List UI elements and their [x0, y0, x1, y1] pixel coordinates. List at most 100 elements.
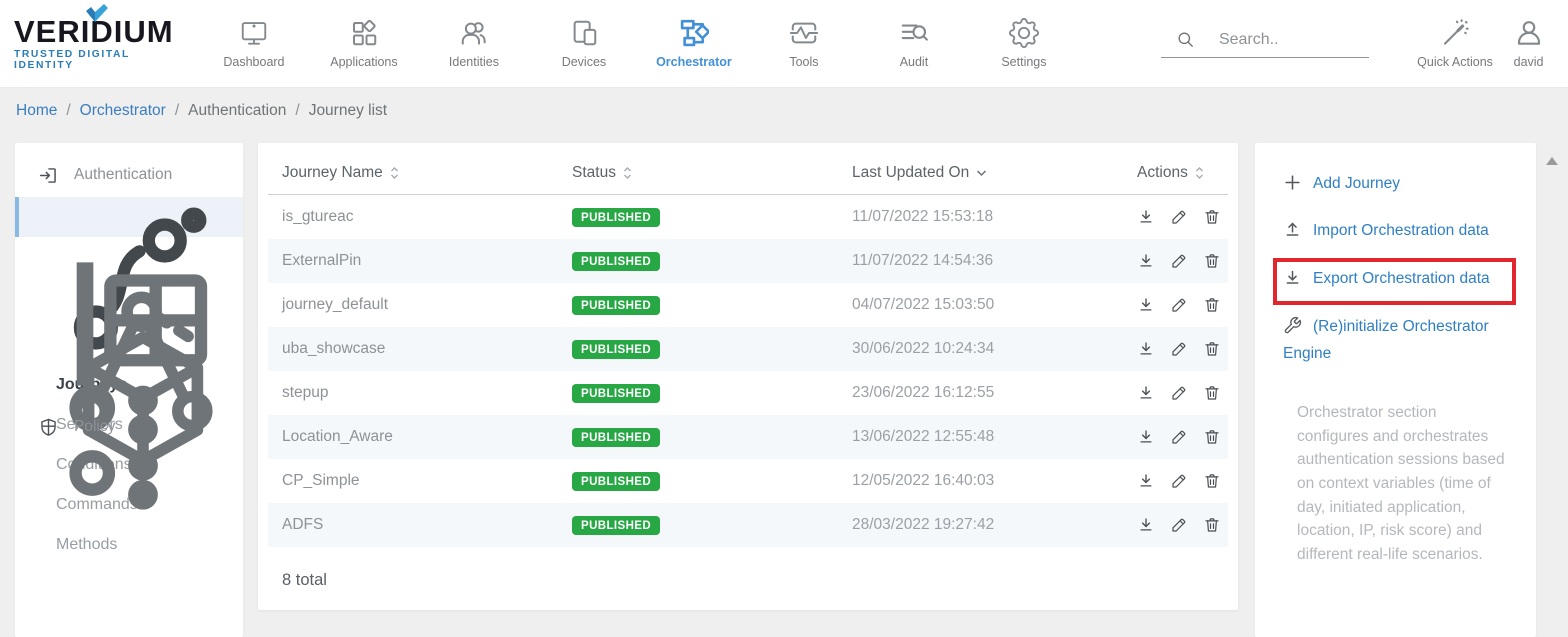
- journey-table-body: is_gtureac PUBLISHED 11/07/2022 15:53:18: [268, 195, 1228, 547]
- row-actions: [1137, 340, 1228, 358]
- edit-icon[interactable]: [1170, 252, 1188, 270]
- delete-icon[interactable]: [1203, 252, 1221, 270]
- orchestrator-description: Orchestrator section configures and orch…: [1297, 404, 1505, 563]
- nav-devices[interactable]: Devices: [529, 18, 639, 69]
- user-icon: [1517, 21, 1540, 45]
- download-icon[interactable]: [1137, 296, 1155, 314]
- scrollbar-up-arrow-icon[interactable]: [1546, 157, 1558, 165]
- search-icon: [1178, 31, 1193, 47]
- breadcrumb-separator: /: [174, 101, 180, 119]
- column-header-actions[interactable]: Actions: [1137, 164, 1228, 182]
- veridium-logo: VERIDIUM TRUSTED DIGITAL IDENTITY: [14, 4, 177, 71]
- nav-tools-label: Tools: [789, 55, 819, 69]
- import-orchestration-link[interactable]: Import Orchestration data: [1283, 220, 1516, 246]
- nav-identities[interactable]: Identities: [419, 18, 529, 69]
- nav-applications[interactable]: Applications: [309, 18, 419, 69]
- nav-dashboard[interactable]: Dashboard: [199, 18, 309, 69]
- journey-name-cell: Location_Aware: [282, 428, 393, 445]
- delete-icon[interactable]: [1203, 516, 1221, 534]
- edit-icon[interactable]: [1170, 472, 1188, 490]
- status-badge: PUBLISHED: [572, 383, 661, 403]
- sidebar-item-journeys[interactable]: Journeys: [15, 197, 243, 393]
- import-orchestration-label: Import Orchestration data: [1313, 222, 1489, 240]
- breadcrumb-journey-list: Journey list: [308, 101, 388, 119]
- nav-dashboard-label: Dashboard: [223, 55, 285, 69]
- status-badge: PUBLISHED: [572, 339, 661, 359]
- wrench-icon: [1283, 316, 1302, 342]
- status-badge: PUBLISHED: [572, 251, 661, 271]
- status-badge: PUBLISHED: [572, 295, 661, 315]
- sidebar-item-selectors[interactable]: Selectors: [15, 237, 243, 433]
- nav-devices-label: Devices: [561, 55, 607, 69]
- column-header-status[interactable]: Status: [572, 164, 852, 182]
- journey-name-cell: stepup: [282, 384, 329, 401]
- search-field[interactable]: [1160, 30, 1369, 58]
- edit-icon[interactable]: [1170, 208, 1188, 226]
- delete-icon[interactable]: [1203, 472, 1221, 490]
- sidebar-item-commands[interactable]: Commands: [15, 317, 243, 513]
- logo-text: VERIDIUM: [14, 14, 174, 49]
- sidebar-authentication-label: Authentication: [74, 166, 173, 183]
- download-icon[interactable]: [1137, 516, 1155, 534]
- sidebar-item-methods[interactable]: Methods: [15, 357, 243, 553]
- sidebar-item-authentication[interactable]: Authentication: [15, 153, 243, 197]
- sort-icon: [623, 166, 632, 180]
- download-icon[interactable]: [1137, 472, 1155, 490]
- breadcrumb-home[interactable]: Home: [16, 101, 58, 119]
- user-name-label: david: [1513, 55, 1544, 69]
- quick-actions-button[interactable]: Quick Actions: [1415, 18, 1495, 69]
- breadcrumb-orchestrator[interactable]: Orchestrator: [79, 101, 166, 119]
- edit-icon[interactable]: [1170, 516, 1188, 534]
- last-updated-cell: 28/03/2022 19:27:42: [852, 516, 995, 533]
- sidebar-item-conditions[interactable]: Conditions: [15, 277, 243, 473]
- add-journey-link[interactable]: Add Journey: [1283, 173, 1516, 199]
- sort-icon: [1195, 166, 1204, 180]
- sidebar-item-policy[interactable]: Policy: [15, 405, 243, 449]
- nav-settings[interactable]: Settings: [969, 18, 1079, 69]
- delete-icon[interactable]: [1203, 208, 1221, 226]
- total-count: 8 total: [282, 571, 327, 589]
- dashboard-icon: [241, 22, 267, 45]
- orchestrator-icon: [680, 19, 709, 47]
- download-icon[interactable]: [1137, 340, 1155, 358]
- export-orchestration-link[interactable]: Export Orchestration data: [1283, 268, 1500, 294]
- download-icon[interactable]: [1137, 428, 1155, 446]
- row-actions: [1137, 428, 1228, 446]
- upload-icon: [1283, 220, 1302, 246]
- scrollbar[interactable]: [1536, 143, 1568, 637]
- nav-audit[interactable]: Audit: [859, 18, 969, 69]
- delete-icon[interactable]: [1203, 296, 1221, 314]
- download-icon[interactable]: [1137, 208, 1155, 226]
- table-row: ADFS PUBLISHED 28/03/2022 19:27:42: [268, 503, 1228, 547]
- search-input[interactable]: [1218, 30, 1369, 49]
- journey-name-cell: journey_default: [282, 296, 388, 313]
- download-icon[interactable]: [1137, 252, 1155, 270]
- action-panel: Add Journey Import Orchestration data Ex…: [1255, 143, 1536, 637]
- last-updated-cell: 23/06/2022 16:12:55: [852, 384, 995, 401]
- edit-icon[interactable]: [1170, 384, 1188, 402]
- nav-orchestrator[interactable]: Orchestrator: [639, 18, 749, 69]
- edit-icon[interactable]: [1170, 296, 1188, 314]
- last-updated-cell: 12/05/2022 16:40:03: [852, 472, 995, 489]
- user-menu[interactable]: david: [1495, 18, 1562, 69]
- breadcrumb-separator: /: [295, 101, 300, 119]
- edit-icon[interactable]: [1170, 340, 1188, 358]
- edit-icon[interactable]: [1170, 428, 1188, 446]
- delete-icon[interactable]: [1203, 384, 1221, 402]
- delete-icon[interactable]: [1203, 340, 1221, 358]
- column-header-last-updated[interactable]: Last Updated On: [852, 164, 1137, 182]
- delete-icon[interactable]: [1203, 428, 1221, 446]
- journey-name-cell: ExternalPin: [282, 252, 362, 269]
- column-header-journey-name[interactable]: Journey Name: [282, 164, 572, 182]
- nav-orchestrator-label: Orchestrator: [656, 55, 732, 69]
- sidebar-commands-label: Commands: [56, 496, 138, 513]
- row-actions: [1137, 296, 1228, 314]
- quick-actions-label: Quick Actions: [1417, 55, 1493, 69]
- reinitialize-engine-link[interactable]: (Re)initialize Orchestrator Engine: [1283, 316, 1516, 365]
- add-journey-label: Add Journey: [1313, 175, 1401, 192]
- status-badge: PUBLISHED: [572, 207, 661, 227]
- download-icon[interactable]: [1137, 384, 1155, 402]
- nav-tools[interactable]: Tools: [749, 18, 859, 69]
- journey-table-card: Journey Name Status Last Updated On: [258, 143, 1238, 610]
- nav-audit-label: Audit: [899, 55, 929, 69]
